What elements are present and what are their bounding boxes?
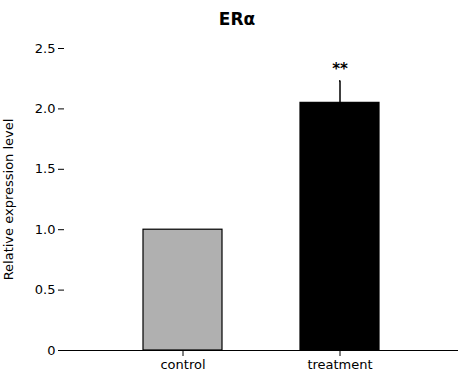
- svg-text:Relative expression level: Relative expression level: [1, 119, 16, 281]
- svg-text:treatment: treatment: [307, 357, 372, 372]
- svg-text:2.0: 2.0: [35, 101, 56, 116]
- svg-text:1.5: 1.5: [35, 161, 56, 176]
- svg-text:control: control: [160, 357, 205, 372]
- svg-text:0: 0: [47, 343, 55, 358]
- svg-text:1.0: 1.0: [35, 222, 56, 237]
- html-text:ERα: ERα: [218, 9, 256, 29]
- svg-text:0.5: 0.5: [35, 282, 56, 297]
- svg-text:**: **: [332, 60, 348, 78]
- svg-text:2.5: 2.5: [35, 41, 56, 56]
